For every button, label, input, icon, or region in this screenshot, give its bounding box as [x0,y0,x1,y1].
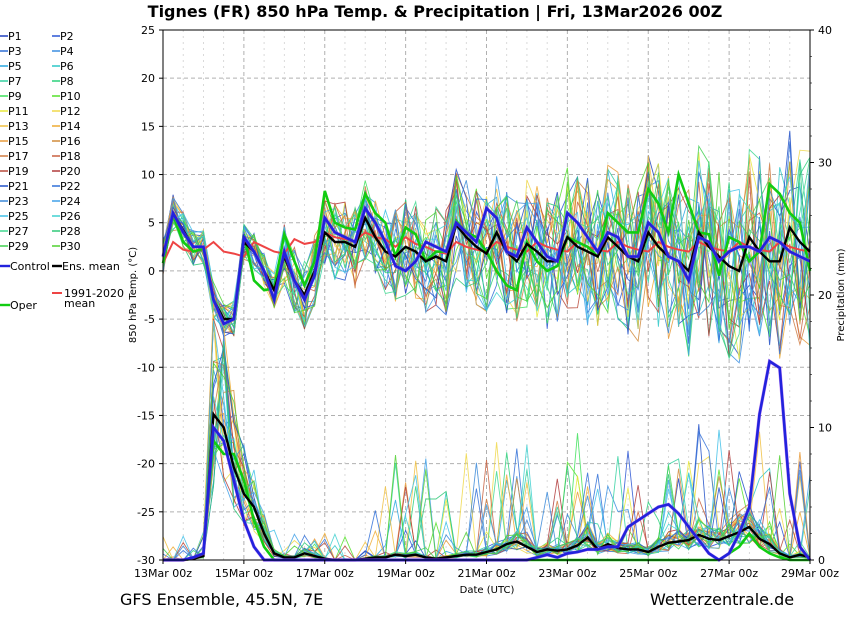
footer-model-info: GFS Ensemble, 45.5N, 7E [120,590,323,609]
x-tick-label: 19Mar 00z [377,567,435,580]
legend-label: Control [10,260,50,273]
legend-label: P24 [60,195,81,208]
legend-label: P11 [8,105,29,118]
x-tick-label: 25Mar 00z [619,567,677,580]
legend-label: P14 [60,120,81,133]
legend-label: P26 [60,210,81,223]
x-axis-ticks: 13Mar 00z 15Mar 00z 17Mar 00z 19Mar 00z 21Ma… [134,560,839,580]
legend-label: P15 [8,135,29,148]
ens-mean-precipitation-line [163,411,811,562]
legend-label: P22 [60,180,81,193]
legend-label: P5 [8,60,22,73]
y-tick-label: 15 [141,120,155,133]
legend-label: P25 [8,210,29,223]
y2-axis-ticks: 40 30 20 10 0 [810,24,832,567]
y-tick-label: 25 [141,24,155,37]
y2-tick-label: 0 [818,554,825,567]
control-temperature-line [161,205,811,326]
x-tick-label: 21Mar 00z [457,567,515,580]
y-tick-label: 5 [148,217,155,230]
y-tick-label: -5 [144,313,155,326]
member-temperature-line [162,144,811,328]
legend-label: P8 [60,75,74,88]
legend-label: P7 [8,75,22,88]
y2-tick-label: 20 [818,289,832,302]
legend-label: 1991-2020 [64,287,124,300]
y2-tick-label: 40 [818,24,832,37]
legend-label: P9 [8,90,22,103]
y-tick-label: -30 [137,554,155,567]
legend-label: Ens. mean [62,260,120,273]
legend-label: P6 [60,60,74,73]
y-tick-label: 10 [141,169,155,182]
legend-label-continued: mean [64,297,95,310]
y2-tick-label: 30 [818,157,832,170]
y-tick-label: -10 [137,361,155,374]
y-axis-ticks: 25 20 15 10 5 0 -5 -10 -15 -20 -25 -30 [137,24,163,567]
legend: P1 P2 P3 P4 P5 P6 P7 P8 P9 P10 P11 P12 P13 P14 P15 P16 P… [0,30,124,312]
y2-axis-label: Precipitation (mm) [836,248,847,341]
legend-label: P23 [8,195,29,208]
legend-label: P10 [60,90,81,103]
legend-label: P30 [60,240,81,253]
footer-site-name: Wetterzentrale.de [650,590,794,609]
member-precipitation-line [163,362,811,561]
y-tick-label: 20 [141,72,155,85]
x-tick-label: 15Mar 00z [215,567,273,580]
legend-label: P18 [60,150,81,163]
member-temperature-line [162,160,811,334]
legend-label: P1 [8,30,22,43]
y-tick-label: 0 [148,265,155,278]
legend-label: P17 [8,150,29,163]
legend-label: Oper [10,299,37,312]
legend-label: P29 [8,240,29,253]
legend-label: P2 [60,30,74,43]
y-axis-label: 850 hPa Temp. (°C) [128,247,139,343]
x-axis-label: Date (UTC) [460,585,515,596]
x-tick-label: 23Mar 00z [538,567,596,580]
legend-label: P21 [8,180,29,193]
x-tick-label: 13Mar 00z [134,567,192,580]
y-tick-label: -25 [137,506,155,519]
legend-label: P13 [8,120,29,133]
legend-label: P19 [8,165,29,178]
y2-tick-label: 10 [818,422,832,435]
x-tick-label: 29Mar 00z [781,567,839,580]
chart-title: Tignes (FR) 850 hPa Temp. & Precipitatio… [148,2,723,22]
x-tick-label: 27Mar 00z [700,567,758,580]
legend-label: P27 [8,225,29,238]
legend-label: P12 [60,105,81,118]
legend-label: P28 [60,225,81,238]
legend-label: P16 [60,135,81,148]
member-precipitation-line [163,449,811,561]
y-tick-label: -15 [137,409,155,422]
legend-label: P20 [60,165,81,178]
member-temperature-line [162,161,811,340]
legend-label: P4 [60,45,74,58]
y-tick-label: -20 [137,458,155,471]
x-tick-label: 17Mar 00z [296,567,354,580]
legend-label: P3 [8,45,22,58]
